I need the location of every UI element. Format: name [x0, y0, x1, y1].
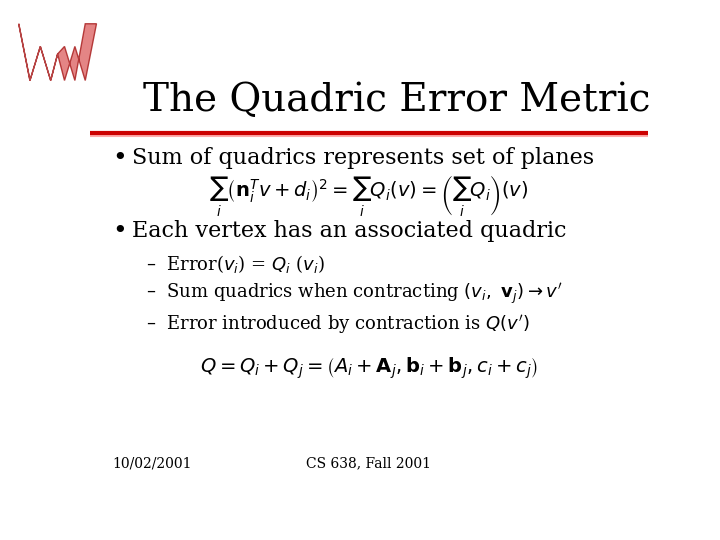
Text: 10/02/2001: 10/02/2001	[112, 456, 192, 470]
Text: Each vertex has an associated quadric: Each vertex has an associated quadric	[132, 220, 567, 242]
Text: The Quadric Error Metric: The Quadric Error Metric	[143, 82, 651, 119]
Text: •: •	[112, 146, 127, 170]
Text: CS 638, Fall 2001: CS 638, Fall 2001	[307, 456, 431, 470]
Polygon shape	[19, 24, 96, 80]
Text: •: •	[112, 219, 127, 243]
Text: –  Error introduced by contraction is $Q(v')$: – Error introduced by contraction is $Q(…	[145, 313, 529, 336]
Text: –  Sum quadrics when contracting $(v_i,\ \mathbf{v}_j) \rightarrow v'$: – Sum quadrics when contracting $(v_i,\ …	[145, 282, 562, 307]
Text: $\sum_{i}\left(\mathbf{n}_i^T v + d_i\right)^2 = \sum_{i} Q_i(v) = \left(\sum_{i: $\sum_{i}\left(\mathbf{n}_i^T v + d_i\ri…	[210, 173, 528, 218]
Text: Sum of quadrics represents set of planes: Sum of quadrics represents set of planes	[132, 147, 594, 170]
Text: –  Error($v_i$) = $Q_i$ ($v_i$): – Error($v_i$) = $Q_i$ ($v_i$)	[145, 253, 325, 275]
Text: $Q = Q_i + Q_j = \left(A_i + \mathbf{A}_j, \mathbf{b}_i + \mathbf{b}_j, c_i + c_: $Q = Q_i + Q_j = \left(A_i + \mathbf{A}_…	[200, 355, 538, 381]
